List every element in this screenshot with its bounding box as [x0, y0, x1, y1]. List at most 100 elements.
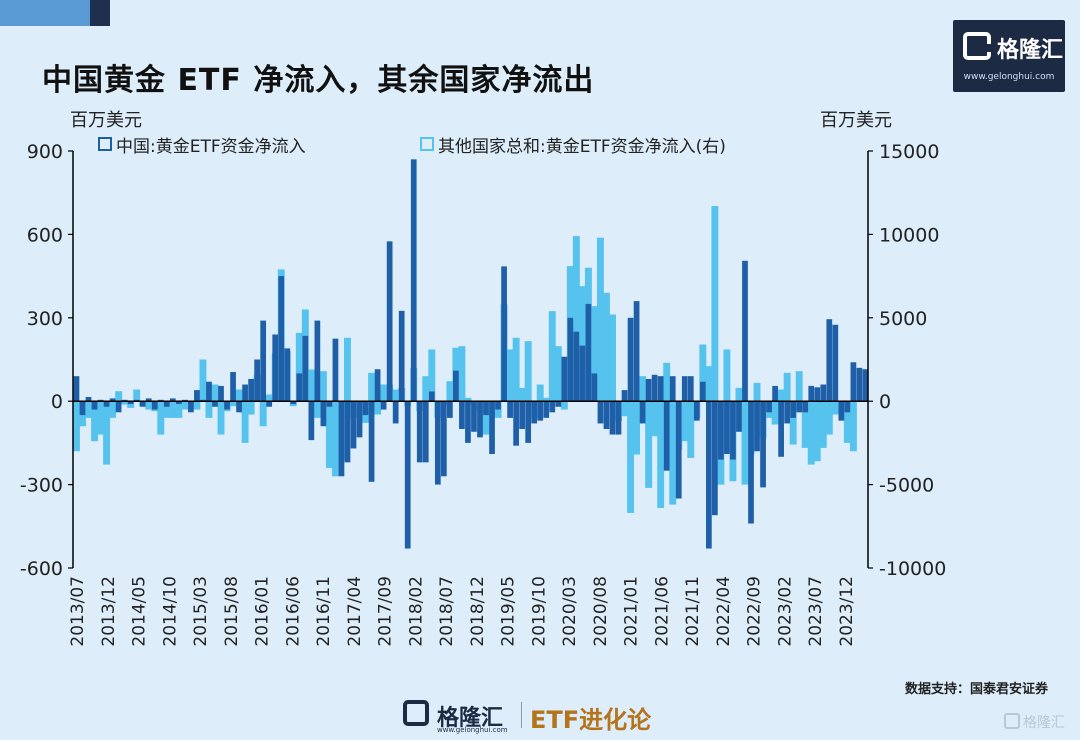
left-axis-unit: 百万美元	[70, 110, 142, 131]
bar-others	[103, 401, 111, 465]
bar-china	[591, 373, 598, 402]
bar-china	[579, 345, 586, 402]
bar-china	[585, 303, 592, 402]
bar-others	[548, 311, 556, 402]
top-accent-bar	[0, 0, 110, 26]
bar-china	[856, 367, 863, 402]
left-tick-label: 300	[27, 308, 63, 330]
bar-china	[308, 401, 315, 441]
x-tick-label: 2018/07	[437, 576, 457, 647]
bar-china	[410, 159, 417, 402]
logo-url: www.gelonghui.com	[963, 72, 1055, 82]
x-tick-label: 2021/06	[652, 576, 672, 647]
bar-china	[525, 401, 532, 443]
bar-others	[681, 401, 689, 442]
bar-others	[771, 401, 779, 425]
bar-china	[645, 378, 652, 402]
bar-china	[796, 401, 803, 413]
bar-china	[477, 401, 483, 438]
x-tick-label: 2023/12	[837, 576, 857, 647]
bar-china	[651, 374, 658, 402]
x-tick-label: 2018/02	[406, 576, 426, 647]
bar-china	[447, 401, 453, 418]
bar-china	[718, 401, 724, 460]
bar-others	[807, 401, 815, 465]
bar-others	[157, 401, 165, 435]
bar-others	[590, 306, 598, 402]
bar-china	[422, 401, 429, 463]
bar-others	[97, 401, 105, 435]
bar-others	[621, 401, 628, 417]
bar-china	[350, 401, 357, 449]
bar-others	[825, 401, 833, 435]
bar-china	[657, 376, 664, 402]
x-tick-label: 2014/10	[160, 576, 180, 647]
bar-others	[645, 401, 653, 488]
bar-china	[736, 401, 742, 432]
bar-china	[465, 401, 471, 443]
bar-others	[633, 401, 641, 455]
footer-brand-url: www.gelonghui.com	[437, 726, 508, 734]
bar-china	[790, 401, 797, 418]
legend-label-others: 其他国家总和:黄金ETF资金净流入(右)	[438, 137, 726, 157]
bar-china	[440, 401, 447, 477]
bar-others	[789, 401, 797, 445]
bar-others	[115, 391, 123, 402]
bar-others	[458, 346, 466, 402]
bar-others	[542, 397, 550, 402]
bar-china	[103, 401, 110, 407]
legend-swatch-others	[420, 137, 434, 151]
bar-others	[446, 381, 454, 402]
bar-others	[639, 376, 647, 402]
bar-others	[609, 314, 616, 402]
footer-subtitle: ETF进化论	[530, 706, 652, 734]
bar-china	[832, 324, 839, 402]
bar-others	[85, 401, 92, 418]
bar-china	[519, 401, 526, 429]
bar-china	[687, 376, 694, 402]
bar-others	[211, 384, 219, 402]
bar-china	[850, 362, 857, 402]
bar-others	[392, 389, 400, 402]
bar-china	[669, 376, 676, 402]
bar-others	[651, 401, 659, 437]
bar-others	[313, 401, 321, 418]
bar-china	[145, 398, 152, 402]
bar-china	[567, 317, 574, 402]
x-tick-label: 2023/02	[775, 576, 795, 647]
bar-china	[254, 359, 261, 402]
bar-china	[639, 401, 646, 424]
bar-china	[85, 397, 92, 402]
bar-china	[778, 401, 784, 457]
x-tick-label: 2021/01	[622, 576, 642, 647]
x-tick-label: 2015/03	[191, 576, 211, 647]
bar-china	[404, 401, 411, 549]
footer-logo-icon	[403, 700, 429, 726]
bar-china	[320, 401, 327, 427]
bar-others	[663, 362, 671, 402]
bar-china	[260, 320, 267, 402]
x-tick-label: 2020/03	[560, 576, 580, 647]
bar-china	[513, 401, 519, 446]
bar-china	[820, 384, 827, 402]
bar-china	[91, 401, 98, 410]
x-tick-label: 2015/08	[222, 576, 242, 647]
bar-china	[302, 335, 309, 402]
bar-others	[554, 346, 562, 402]
bar-others	[819, 401, 827, 448]
bar-china	[609, 401, 616, 435]
x-tick-label: 2023/07	[806, 576, 826, 647]
x-tick-label: 2014/05	[130, 576, 150, 647]
bar-others	[603, 292, 610, 402]
bar-china	[730, 401, 736, 460]
bar-others	[560, 401, 568, 410]
bar-china	[344, 401, 351, 463]
bar-china	[459, 401, 465, 429]
footer-divider	[521, 702, 522, 728]
bar-china	[501, 266, 507, 402]
bar-others	[205, 401, 213, 418]
bar-others	[699, 344, 707, 402]
bar-others	[422, 376, 430, 402]
left-tick-label: -300	[20, 475, 63, 497]
bar-china	[169, 398, 176, 402]
